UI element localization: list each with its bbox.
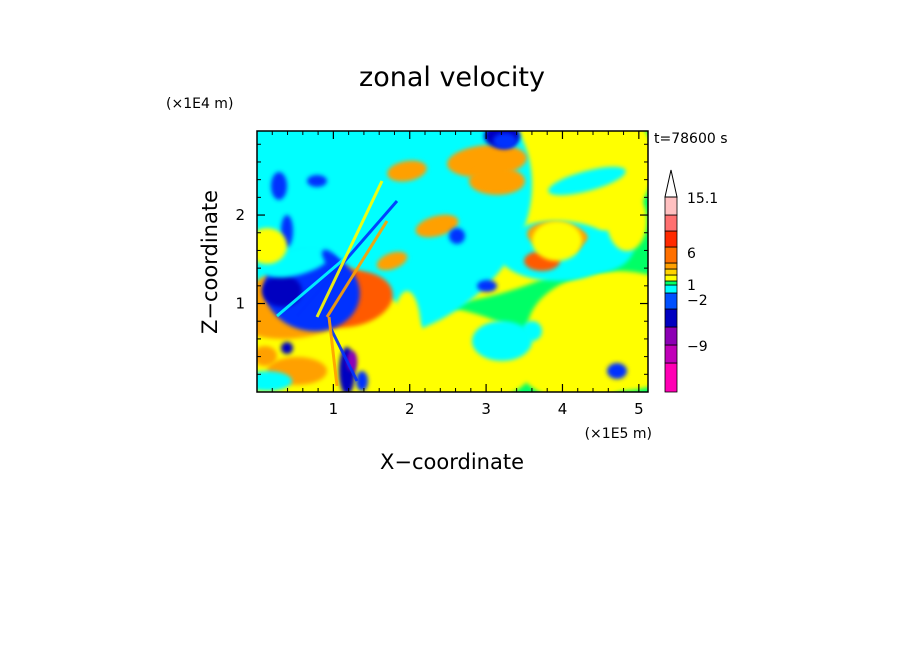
colorbar-band-12: [664, 214, 678, 232]
colorbar-band-3: [664, 308, 678, 328]
colorbar-band-5: [664, 284, 678, 294]
field-region-49: [393, 291, 421, 371]
colorbar-label-3: −2: [687, 293, 708, 309]
field-region-47: [257, 228, 287, 264]
x-tick-label-4: 5: [634, 400, 644, 418]
chart-title: zonal velocity: [359, 62, 545, 93]
field-region-30: [356, 371, 368, 391]
field-region-32: [493, 133, 517, 149]
field-region-18: [387, 160, 427, 182]
y-unit-label: (×1E4 m): [166, 96, 233, 112]
colorbar-band-11: [664, 230, 678, 248]
x-tick-label-0: 1: [329, 400, 339, 418]
field-region-40: [281, 342, 293, 354]
field-region-46: [257, 371, 292, 391]
wave-streak-3: [325, 220, 389, 318]
field-region-20: [376, 251, 408, 271]
colorbar-label-0: 15.1: [687, 191, 718, 207]
field-region-27: [271, 172, 287, 200]
field-region-19: [415, 214, 459, 238]
plot-frame: [256, 130, 649, 393]
field-region-17: [532, 221, 582, 261]
field-region-37: [449, 228, 465, 244]
colorbar-arrow: [664, 169, 678, 198]
colorbar-band-13: [664, 196, 678, 216]
field-region-38: [477, 280, 497, 292]
x-tick-label-3: 4: [558, 400, 568, 418]
field-region-42: [307, 175, 327, 187]
colorbar-band-2: [664, 326, 678, 346]
y-tick-label-0: 1: [235, 295, 245, 313]
colorbar-band-7: [664, 274, 678, 282]
colorbar-band-10: [664, 246, 678, 264]
x-tick-label-2: 3: [481, 400, 491, 418]
field-region-12: [469, 167, 525, 195]
field-region-23: [262, 275, 302, 307]
colorbar-band-4: [664, 292, 678, 310]
x-axis-label: X−coordinate: [380, 450, 524, 474]
field-region-35: [522, 321, 542, 341]
colorbar-band-9: [664, 262, 678, 270]
x-tick-label-1: 2: [405, 400, 415, 418]
y-tick-label-1: 2: [235, 206, 245, 224]
heatmap-plot: 1 2 3 4 5 1 2: [235, 130, 649, 418]
field-region-43: [607, 363, 627, 379]
field-region-6: [517, 321, 637, 392]
field-region-34: [472, 321, 532, 361]
time-label: t=78600 s: [654, 131, 728, 147]
colorbar: 15.1 6 1−2 −9: [664, 169, 718, 393]
colorbar-band-6: [664, 280, 678, 286]
colorbar-label-4: −9: [687, 339, 708, 355]
field-region-45: [607, 191, 647, 251]
field-region-25: [280, 201, 354, 241]
colorbar-band-1: [664, 344, 678, 364]
wave-streak-5: [327, 316, 339, 387]
colorbar-band-0: [664, 362, 678, 393]
field-region-33: [427, 249, 487, 273]
colorbar-label-2: 1: [687, 278, 696, 294]
wave-streak-1: [295, 200, 399, 317]
y-axis-label: Z−coordinate: [198, 190, 222, 334]
wave-streak-2: [315, 180, 384, 318]
field-region-44: [548, 166, 626, 196]
colorbar-band-8: [664, 268, 678, 276]
colorbar-label-1: 6: [687, 246, 696, 262]
x-unit-label: (×1E5 m): [585, 426, 652, 442]
field-region-48: [257, 346, 277, 366]
